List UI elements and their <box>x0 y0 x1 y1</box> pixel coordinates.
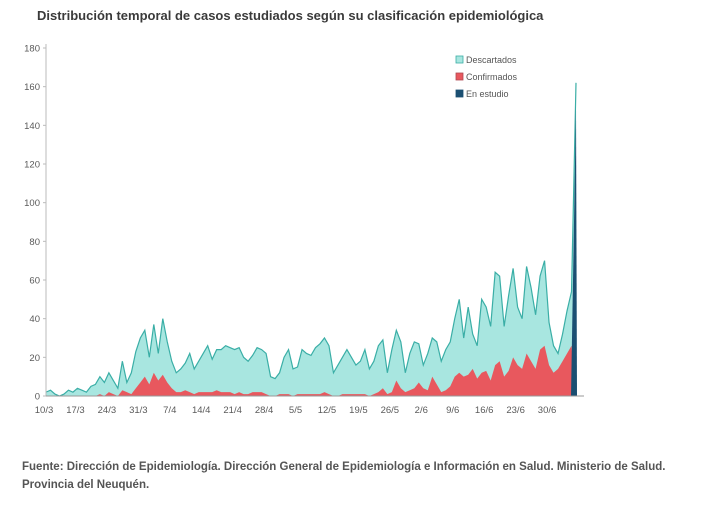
y-tick-label: 140 <box>24 121 40 132</box>
x-tick-label: 31/3 <box>129 405 148 416</box>
x-tick-label: 7/4 <box>163 405 176 416</box>
y-tick-label: 60 <box>29 276 40 287</box>
x-tick-label: 17/3 <box>66 405 85 416</box>
x-tick-label: 21/4 <box>223 405 242 416</box>
x-tick-label: 16/6 <box>475 405 494 416</box>
y-tick-label: 40 <box>29 314 40 325</box>
series-areas <box>45 82 577 397</box>
x-tick-label: 5/5 <box>289 405 302 416</box>
legend-label: En estudio <box>466 89 509 99</box>
x-tick-label: 10/3 <box>35 405 54 416</box>
legend-label: Confirmados <box>466 72 518 82</box>
legend-swatch <box>455 72 464 81</box>
series-line-descartados <box>45 82 577 397</box>
y-tick-label: 120 <box>24 160 40 171</box>
y-tick-label: 20 <box>29 353 40 364</box>
chart-plot: 0 20 40 60 80 100 120 140 160 180 10/3 17/3 24/3 31/3… <box>24 44 584 416</box>
axes: 0 20 40 60 80 100 120 140 160 180 10/3 17/3 24/3 31/3… <box>24 44 584 416</box>
x-tick-label: 19/5 <box>349 405 368 416</box>
x-tick-label: 9/6 <box>446 405 459 416</box>
y-tick-label: 180 <box>24 44 40 55</box>
x-tick-label: 23/6 <box>506 405 525 416</box>
x-tick-label: 14/4 <box>192 405 211 416</box>
y-tick-label: 160 <box>24 82 40 93</box>
y-tick-label: 100 <box>24 198 40 209</box>
x-tick-label: 2/6 <box>415 405 428 416</box>
series-area-confirmados <box>46 345 576 396</box>
x-tick-label: 28/4 <box>255 405 274 416</box>
legend-swatch <box>455 55 464 64</box>
y-tick-label: 80 <box>29 237 40 248</box>
chart-title: Distribución temporal de casos estudiado… <box>37 8 544 23</box>
y-tick-label: 0 <box>35 392 40 403</box>
series-area-descartados <box>46 82 576 397</box>
legend: Descartados Confirmados En estudio <box>455 55 518 99</box>
series-area-en-estudio <box>571 106 577 396</box>
x-tick-label: 30/6 <box>538 405 557 416</box>
x-tick-label: 26/5 <box>381 405 400 416</box>
legend-label: Descartados <box>466 55 517 65</box>
source-note: Fuente: Dirección de Epidemiología. Dire… <box>22 461 666 491</box>
x-tick-label: 12/5 <box>318 405 337 416</box>
legend-swatch <box>455 89 464 98</box>
x-tick-label: 24/3 <box>98 405 117 416</box>
